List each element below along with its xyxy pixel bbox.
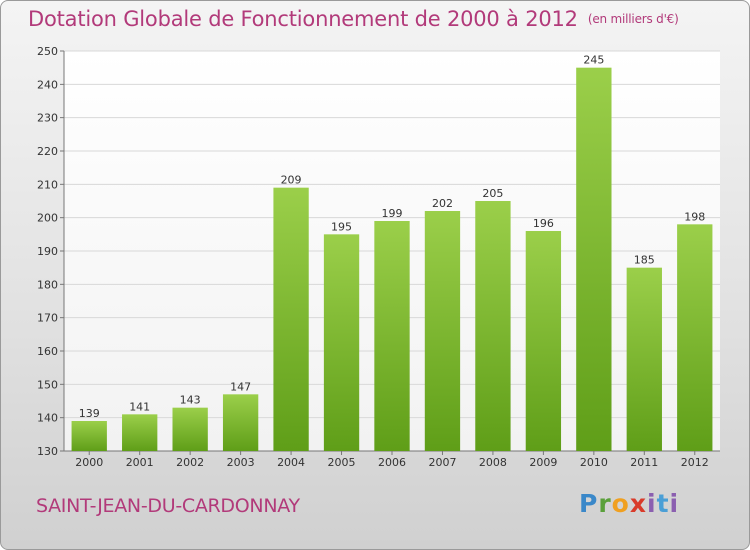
x-tick-label-2003: 2003: [227, 456, 255, 469]
x-tick-label-2001: 2001: [126, 456, 154, 469]
bar-2002: [172, 407, 208, 451]
y-tick-label: 150: [37, 378, 58, 391]
bar-2004: [273, 187, 309, 451]
chart-title: Dotation Globale de Fonctionnement de 20…: [28, 7, 679, 31]
bar-2000: [71, 421, 107, 451]
bar-2010: [576, 67, 612, 452]
bar-2006: [374, 221, 410, 451]
x-tick-label-2002: 2002: [176, 456, 204, 469]
bar-2012: [677, 224, 713, 451]
value-label-2001: 141: [129, 400, 150, 413]
x-tick-label-2000: 2000: [75, 456, 103, 469]
value-label-2008: 205: [482, 187, 503, 200]
bar-2005: [323, 234, 360, 451]
y-tick-label: 180: [37, 278, 58, 291]
bars: [71, 67, 713, 452]
bar-2007: [424, 211, 461, 451]
logo-letter: r: [598, 489, 612, 518]
value-label-2000: 139: [79, 407, 100, 420]
value-label-2010: 245: [583, 54, 604, 67]
chart-subtitle: (en milliers d'€): [587, 12, 679, 26]
proxiti-logo: Proxiti: [579, 489, 679, 518]
x-tick-label-2006: 2006: [378, 456, 406, 469]
y-tick-label: 230: [37, 112, 58, 125]
logo-letter: i: [647, 489, 657, 518]
bar-2001: [122, 414, 158, 451]
y-tick-label: 170: [37, 312, 58, 325]
y-tick-label: 130: [37, 445, 58, 458]
bar-2009: [525, 231, 562, 451]
logo-letter: o: [611, 489, 630, 518]
x-tick-label-2011: 2011: [630, 456, 658, 469]
value-labels: 139 141 143 147 209 195 199 202 205 196 245 185 198: [79, 54, 706, 420]
x-tick-label-2004: 2004: [277, 456, 305, 469]
value-label-2003: 147: [230, 380, 251, 393]
value-label-2009: 196: [533, 217, 554, 230]
y-tick-label: 160: [37, 345, 58, 358]
x-tick-label-2012: 2012: [681, 456, 709, 469]
x-tick-label-2007: 2007: [428, 456, 456, 469]
logo-letter: P: [579, 489, 599, 518]
logo-letter: x: [629, 489, 647, 518]
logo-letter: i: [669, 489, 680, 518]
value-label-2006: 199: [382, 207, 403, 220]
commune-name: SAINT-JEAN-DU-CARDONNAY: [36, 495, 300, 517]
value-label-2007: 202: [432, 197, 453, 210]
axes: 130 140 150 160 170 180 190 200 210 220 230 240 250 2…: [37, 45, 720, 469]
y-tick-label: 140: [37, 412, 58, 425]
x-tick-label-2010: 2010: [580, 456, 608, 469]
value-label-2011: 185: [634, 254, 655, 267]
y-tick-label: 250: [37, 45, 58, 58]
value-label-2004: 209: [281, 174, 302, 187]
y-tick-label: 240: [37, 78, 58, 91]
logo-letter: t: [656, 489, 670, 518]
y-tick-label: 220: [37, 145, 58, 158]
x-tick-label-2009: 2009: [529, 456, 557, 469]
value-label-2005: 195: [331, 220, 352, 233]
bar-2003: [222, 394, 259, 451]
value-label-2012: 198: [684, 210, 705, 223]
value-label-2002: 143: [180, 394, 201, 407]
x-tick-label-2005: 2005: [328, 456, 356, 469]
x-tick-label-2008: 2008: [479, 456, 507, 469]
y-tick-label: 210: [37, 178, 58, 191]
y-tick-label: 200: [37, 212, 58, 225]
bar-2008: [475, 201, 511, 451]
bar-2011: [626, 267, 662, 451]
y-tick-label: 190: [37, 245, 58, 258]
chart-title-text: Dotation Globale de Fonctionnement de 20…: [28, 7, 578, 31]
